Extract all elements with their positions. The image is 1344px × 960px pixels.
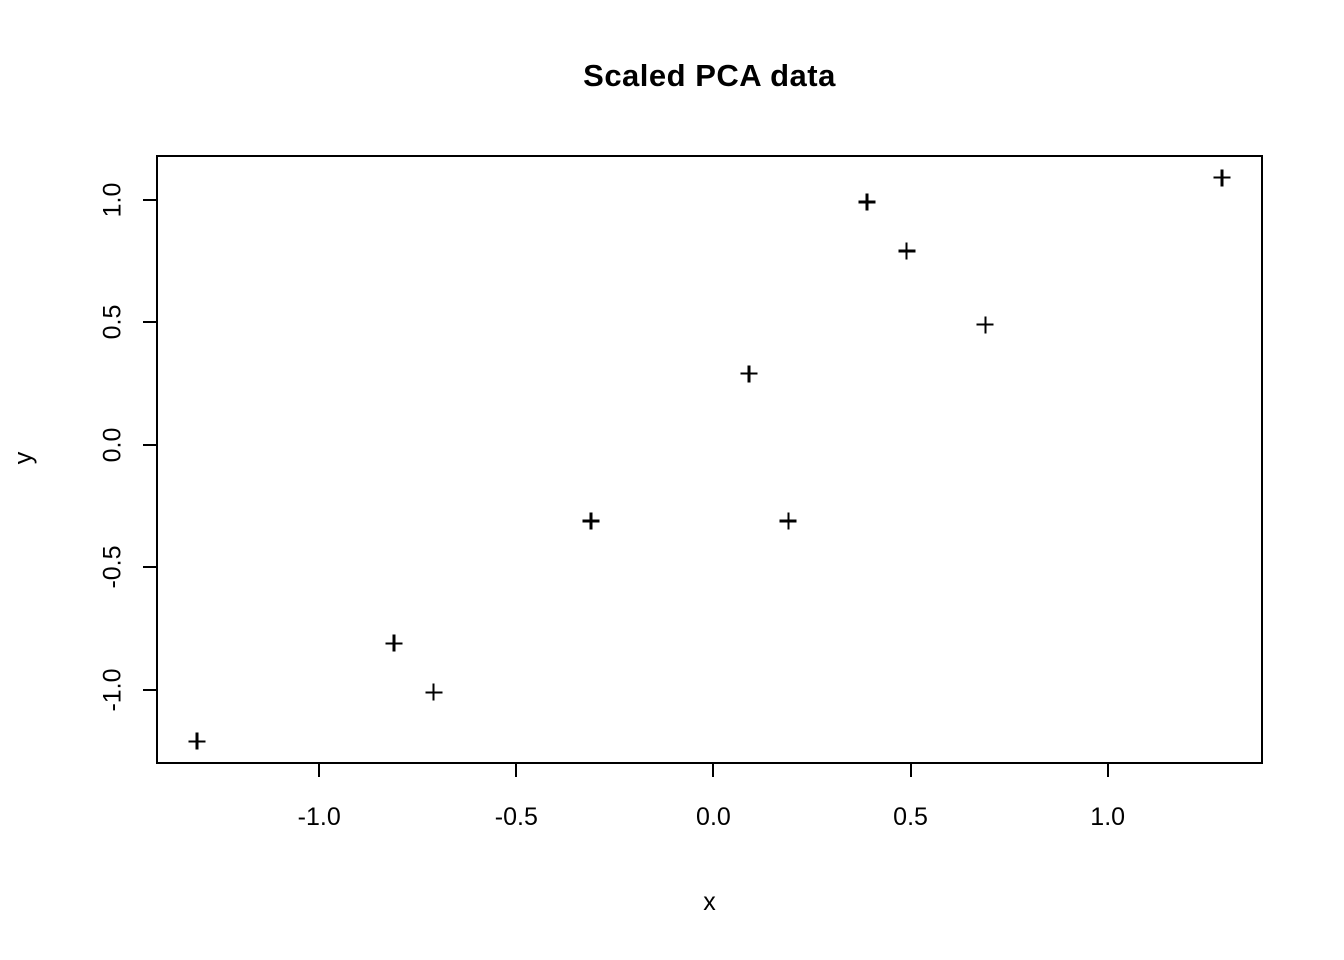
data-point-marker xyxy=(385,634,403,652)
x-axis-tick-mark xyxy=(1106,764,1109,777)
plus-vertical-bar xyxy=(432,683,435,701)
data-point-marker xyxy=(858,193,876,211)
x-axis-tick-label: 0.0 xyxy=(696,803,731,831)
y-axis-tick-mark xyxy=(143,321,156,324)
x-axis-tick-label: -1.0 xyxy=(297,803,341,831)
y-axis-tick-label: -1.0 xyxy=(98,668,127,712)
y-axis-tick-mark xyxy=(143,443,156,446)
x-axis-tick-mark xyxy=(515,764,518,777)
data-point-marker xyxy=(425,683,443,701)
x-axis-tick-label: 0.5 xyxy=(893,803,928,831)
plus-vertical-bar xyxy=(1220,169,1224,187)
y-axis-tick-label: 0.0 xyxy=(98,427,127,463)
plus-vertical-bar xyxy=(195,732,199,750)
chart-title: Scaled PCA data xyxy=(583,58,836,93)
plot-area xyxy=(156,155,1263,764)
plus-vertical-bar xyxy=(787,512,790,530)
x-axis-tick-mark xyxy=(909,764,912,777)
plus-vertical-bar xyxy=(589,512,593,530)
x-axis-tick-label: 1.0 xyxy=(1090,803,1126,831)
data-point-marker xyxy=(1213,169,1231,187)
plus-vertical-bar xyxy=(392,634,396,652)
x-axis-tick-mark xyxy=(712,764,715,777)
x-axis-tick-mark xyxy=(318,764,321,777)
plus-vertical-bar xyxy=(865,193,869,211)
y-axis-tick-mark xyxy=(143,198,156,201)
data-point-marker xyxy=(582,512,600,530)
data-point-marker xyxy=(976,316,994,334)
data-point-marker xyxy=(188,732,206,750)
y-axis-tick-label: -0.5 xyxy=(98,545,127,589)
plus-vertical-bar xyxy=(984,316,987,334)
plus-vertical-bar xyxy=(747,365,751,383)
plus-vertical-bar xyxy=(905,242,908,260)
x-axis-tick-label: -0.5 xyxy=(494,803,538,831)
data-point-marker xyxy=(898,242,916,260)
y-axis-tick-label: 0.5 xyxy=(98,304,127,340)
data-point-marker xyxy=(779,512,797,530)
y-axis-tick-mark xyxy=(143,566,156,569)
y-axis-tick-mark xyxy=(143,688,156,691)
data-point-marker xyxy=(740,365,758,383)
x-axis-label: x xyxy=(703,888,716,916)
y-axis-tick-label: 1.0 xyxy=(98,182,127,217)
y-axis-label: y xyxy=(9,451,38,465)
